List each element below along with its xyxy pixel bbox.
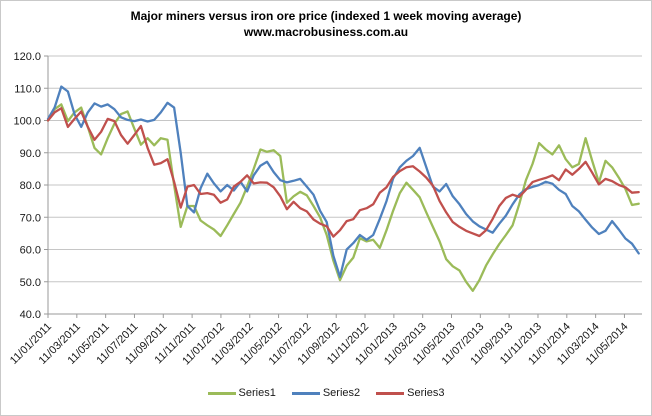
legend-item-series3: Series3 xyxy=(376,387,444,399)
series3-swatch xyxy=(376,391,405,395)
series-line-series3 xyxy=(46,107,640,238)
y-axis-tick-label: 60.0 xyxy=(20,245,41,257)
y-axis-tick-label: 80.0 xyxy=(20,180,41,192)
legend-label-series2: Series2 xyxy=(322,387,361,399)
legend-label-series1: Series1 xyxy=(238,387,276,399)
series1-swatch xyxy=(207,391,236,395)
y-axis-tick-label: 40.0 xyxy=(20,309,41,321)
y-axis-tick-label: 110.0 xyxy=(14,83,41,95)
y-axis-tick-label: 50.0 xyxy=(20,277,41,289)
legend-item-series1: Series1 xyxy=(207,387,276,399)
series2-swatch xyxy=(291,391,320,395)
y-axis-tick-label: 90.0 xyxy=(20,148,41,160)
legend-item-series2: Series2 xyxy=(291,387,361,399)
legend-label-series3: Series3 xyxy=(407,387,445,399)
series-line-series2 xyxy=(46,85,640,279)
series-line-series1 xyxy=(46,103,640,292)
chart-title: Major miners versus iron ore price (inde… xyxy=(130,9,522,23)
y-axis-tick-label: 100.0 xyxy=(13,116,41,128)
y-axis-tick-label: 70.0 xyxy=(20,212,41,224)
chart-subtitle: www.macrobusiness.com.au xyxy=(243,25,409,39)
legend: Series1 Series2 Series3 xyxy=(1,387,651,399)
y-axis-tick-label: 120.0 xyxy=(13,51,41,63)
